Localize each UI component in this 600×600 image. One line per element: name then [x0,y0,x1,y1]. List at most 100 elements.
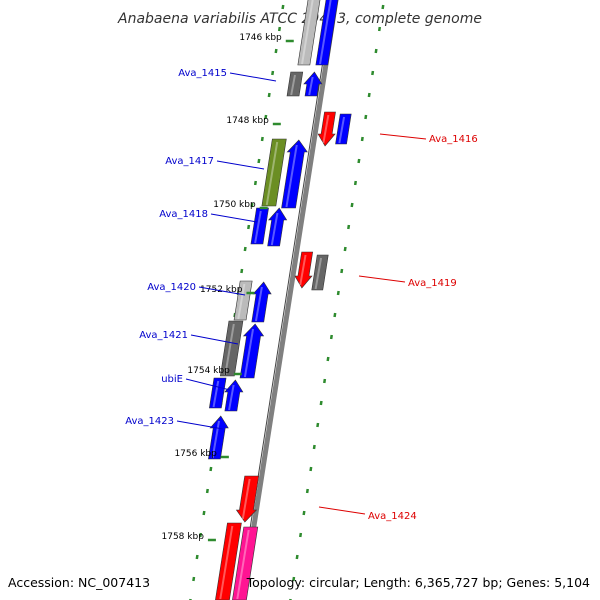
gene-feature-highlight [314,257,323,290]
position-tick-label: 1758 kbp [162,532,205,542]
gene-feature-highlight [270,212,279,246]
outer-dot [381,4,385,10]
inner-dot [260,136,264,142]
gene-feature [267,207,288,247]
gene-feature [208,415,229,460]
gene-feature [239,323,265,379]
inner-dot [247,224,251,230]
inner-dot [253,180,258,186]
gene-feature-highlight [301,0,314,65]
gene-feature-highlight [224,323,235,376]
gene-feature-highlight [299,254,307,286]
gene-feature [281,139,308,209]
inner-dot [271,70,275,76]
gene-label[interactable]: Ava_1418 [159,209,208,220]
inner-dot [250,202,254,208]
outer-dot [357,158,361,164]
gene-label[interactable]: ubiE [161,374,183,385]
gene-feature [261,138,287,207]
outer-dot [329,334,333,340]
outer-dot [312,444,316,450]
gene-label[interactable]: Ava_1417 [165,156,214,167]
outer-dot [292,576,296,582]
gene-leader-line [185,378,231,391]
inner-dot [267,92,271,98]
gene-label[interactable]: Ava_1423 [125,416,174,427]
outer-dot [326,356,330,362]
gene-feature-highlight [290,74,296,96]
gene-label[interactable]: Ava_1420 [147,282,196,293]
inner-dot [281,4,285,10]
inner-dot [277,26,282,32]
outer-dot [360,136,364,142]
inner-dot [274,48,278,54]
outer-dot [333,312,337,318]
gene-feature-highlight [228,384,235,411]
gene-label[interactable]: Ava_1416 [429,134,478,145]
inner-dot [195,554,199,560]
gene-feature-highlight [322,114,330,144]
outer-dot [377,26,382,32]
position-tick-label: 1748 kbp [226,116,269,126]
topology-text: Topology: circular; Length: 6,365,727 bp… [246,575,590,590]
gene-feature [286,71,304,97]
gene-feature [294,251,314,289]
position-tick-label: 1756 kbp [174,449,217,459]
outer-dot [350,202,354,208]
gene-feature [215,522,242,600]
inner-dot [202,510,206,516]
gene-leader-line [198,286,246,296]
feature-layer [208,0,352,600]
position-tick-label: 1752 kbp [200,285,243,295]
outer-dot [343,246,347,252]
inner-dot [209,466,213,472]
gene-label[interactable]: Ava_1424 [368,511,417,522]
gene-feature-highlight [237,283,246,320]
gene-leader-line [358,275,406,283]
gene-feature [219,320,244,377]
gene-feature-highlight [211,420,220,459]
gene-feature-highlight [338,116,346,144]
gene-label[interactable]: Ava_1415 [178,68,227,79]
outer-dot [316,422,320,428]
gene-leader-line [190,334,239,345]
gene-feature-highlight [254,210,262,244]
inner-dot [264,114,268,120]
inner-dot [205,488,209,494]
gene-feature [315,0,339,66]
gene-feature-highlight [241,478,251,520]
inner-dot [240,268,244,274]
outer-dot [353,180,358,186]
inner-dot [192,576,196,582]
tick-layer: 1746 kbp 1748 kbp 1750 kbp 1752 kbp 1754 kbp… [162,33,294,542]
map-title: Anabaena variabilis ATCC 29413, complete… [117,11,482,27]
gene-feature-highlight [285,144,298,208]
outer-dot [374,48,378,54]
gene-leader-line [229,72,277,82]
gene-leader-line [210,213,258,223]
gene-feature [297,0,321,66]
gene-leader-line [379,133,427,140]
outer-dot [323,378,327,384]
outer-dot [302,510,306,516]
position-tick-label: 1750 kbp [213,200,256,210]
outer-dot [367,92,371,98]
label-layer: Ava_1415 Ava_1416 Ava_1417 Ava_1418 Ava_1419… [125,68,478,522]
outer-dot [309,466,313,472]
outer-dot [340,268,344,274]
outer-dot [299,532,303,538]
gene-label[interactable]: Ava_1419 [408,278,457,289]
gene-feature-highlight [308,76,314,96]
inner-dot [199,532,203,538]
gene-feature [232,526,259,600]
position-tick-label: 1746 kbp [239,33,282,43]
inner-dot [243,246,247,252]
position-tick-label: 1754 kbp [187,366,230,376]
outer-dot [295,554,299,560]
gene-feature-highlight [219,525,234,600]
gene-feature-highlight [319,0,332,65]
outer-dot [336,290,340,296]
outer-dot [319,400,323,406]
gene-leader-line [216,160,265,170]
gene-label[interactable]: Ava_1421 [139,330,188,341]
